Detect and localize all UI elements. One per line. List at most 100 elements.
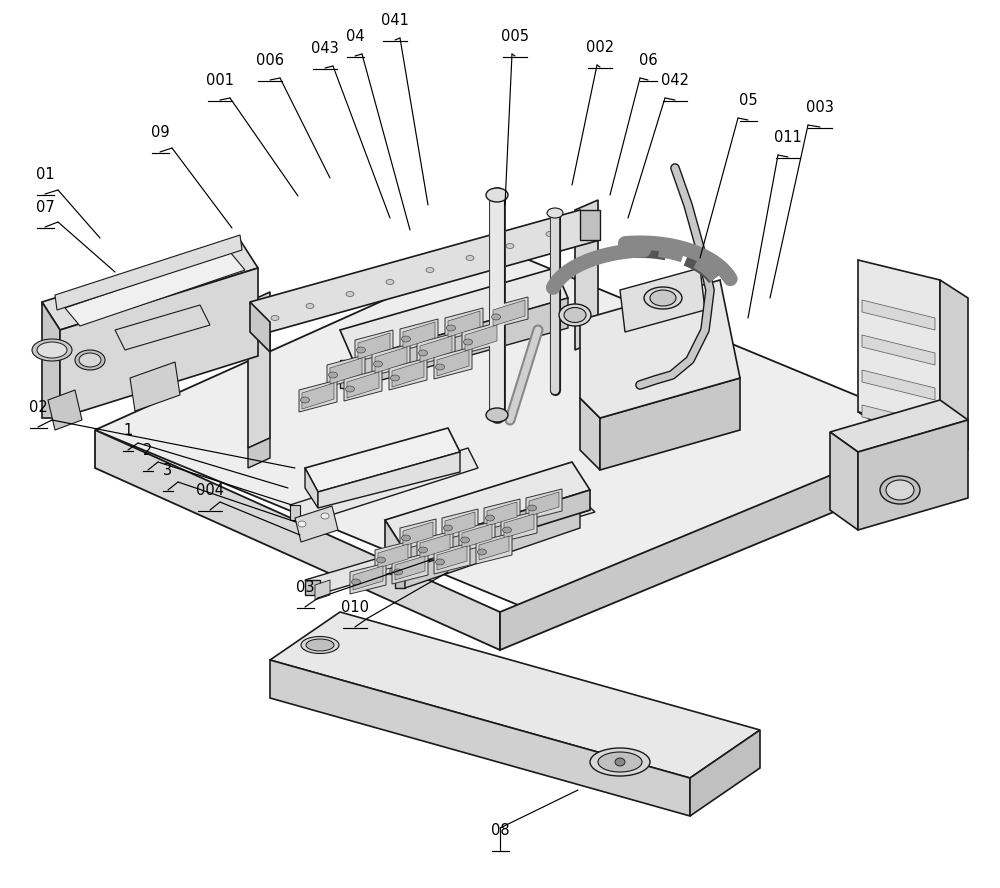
- Polygon shape: [48, 390, 82, 430]
- Polygon shape: [355, 330, 393, 362]
- Polygon shape: [42, 240, 258, 330]
- Polygon shape: [445, 512, 475, 536]
- Ellipse shape: [466, 256, 474, 260]
- Polygon shape: [390, 555, 405, 575]
- Polygon shape: [862, 335, 935, 365]
- Polygon shape: [270, 612, 760, 778]
- Polygon shape: [305, 468, 318, 508]
- Polygon shape: [385, 520, 403, 568]
- Ellipse shape: [528, 505, 536, 511]
- Polygon shape: [400, 519, 436, 550]
- Polygon shape: [395, 498, 590, 570]
- Polygon shape: [501, 511, 537, 542]
- Polygon shape: [434, 543, 470, 574]
- Ellipse shape: [426, 267, 434, 273]
- Polygon shape: [248, 438, 270, 468]
- Text: 07: 07: [36, 200, 54, 215]
- Polygon shape: [290, 505, 300, 520]
- Text: 06: 06: [639, 53, 657, 68]
- Polygon shape: [270, 660, 690, 816]
- Polygon shape: [250, 302, 270, 352]
- Ellipse shape: [346, 291, 354, 297]
- Ellipse shape: [436, 364, 444, 370]
- Polygon shape: [858, 412, 968, 450]
- Text: 002: 002: [586, 40, 614, 55]
- Polygon shape: [403, 522, 433, 546]
- Text: 004: 004: [196, 483, 224, 498]
- Ellipse shape: [590, 748, 650, 776]
- Polygon shape: [375, 541, 411, 572]
- Ellipse shape: [546, 232, 554, 236]
- Ellipse shape: [321, 513, 329, 519]
- Polygon shape: [487, 502, 517, 526]
- Ellipse shape: [886, 480, 914, 500]
- Ellipse shape: [346, 386, 354, 392]
- Polygon shape: [858, 420, 968, 530]
- Ellipse shape: [503, 527, 512, 533]
- Polygon shape: [403, 490, 590, 568]
- Polygon shape: [353, 298, 568, 388]
- Text: 02: 02: [29, 400, 47, 415]
- Polygon shape: [350, 563, 386, 594]
- Ellipse shape: [37, 342, 67, 358]
- Ellipse shape: [478, 549, 486, 555]
- Polygon shape: [385, 462, 590, 548]
- Polygon shape: [580, 358, 740, 418]
- Text: 041: 041: [381, 13, 409, 28]
- Polygon shape: [490, 297, 528, 329]
- Polygon shape: [290, 448, 478, 525]
- Polygon shape: [858, 260, 940, 432]
- Ellipse shape: [79, 353, 101, 367]
- Polygon shape: [392, 361, 424, 387]
- Ellipse shape: [402, 535, 411, 541]
- Ellipse shape: [352, 579, 360, 585]
- Polygon shape: [940, 280, 968, 450]
- Polygon shape: [368, 473, 378, 499]
- Text: 001: 001: [206, 73, 234, 88]
- Polygon shape: [462, 524, 492, 548]
- Polygon shape: [403, 322, 435, 348]
- Polygon shape: [389, 358, 427, 390]
- Ellipse shape: [402, 336, 411, 342]
- Polygon shape: [305, 428, 460, 492]
- Polygon shape: [445, 308, 483, 340]
- Text: 003: 003: [806, 100, 834, 115]
- Ellipse shape: [306, 304, 314, 308]
- Polygon shape: [400, 319, 438, 351]
- Polygon shape: [575, 200, 598, 350]
- Ellipse shape: [547, 208, 563, 218]
- Text: 1: 1: [123, 423, 133, 438]
- Ellipse shape: [615, 758, 625, 766]
- Polygon shape: [437, 350, 469, 376]
- Polygon shape: [417, 333, 455, 365]
- Polygon shape: [504, 514, 534, 538]
- Polygon shape: [42, 302, 60, 418]
- Polygon shape: [378, 544, 408, 568]
- Polygon shape: [459, 521, 495, 552]
- Ellipse shape: [418, 350, 428, 356]
- Ellipse shape: [301, 637, 339, 654]
- Polygon shape: [395, 556, 425, 580]
- Polygon shape: [347, 372, 379, 398]
- Polygon shape: [462, 322, 500, 354]
- Polygon shape: [580, 398, 600, 470]
- Polygon shape: [862, 405, 935, 435]
- Ellipse shape: [374, 361, 382, 367]
- Polygon shape: [65, 252, 245, 326]
- Polygon shape: [830, 400, 968, 452]
- Polygon shape: [372, 344, 410, 376]
- Polygon shape: [305, 498, 595, 594]
- Text: 09: 09: [151, 125, 169, 140]
- Polygon shape: [540, 505, 555, 525]
- Polygon shape: [375, 347, 407, 373]
- Text: 042: 042: [661, 73, 689, 88]
- Polygon shape: [600, 378, 740, 470]
- Polygon shape: [318, 452, 460, 508]
- Polygon shape: [526, 489, 562, 520]
- Polygon shape: [130, 362, 180, 411]
- Text: 010: 010: [341, 600, 369, 615]
- Polygon shape: [95, 430, 500, 650]
- Ellipse shape: [598, 752, 642, 772]
- Polygon shape: [330, 358, 362, 384]
- Polygon shape: [420, 336, 452, 362]
